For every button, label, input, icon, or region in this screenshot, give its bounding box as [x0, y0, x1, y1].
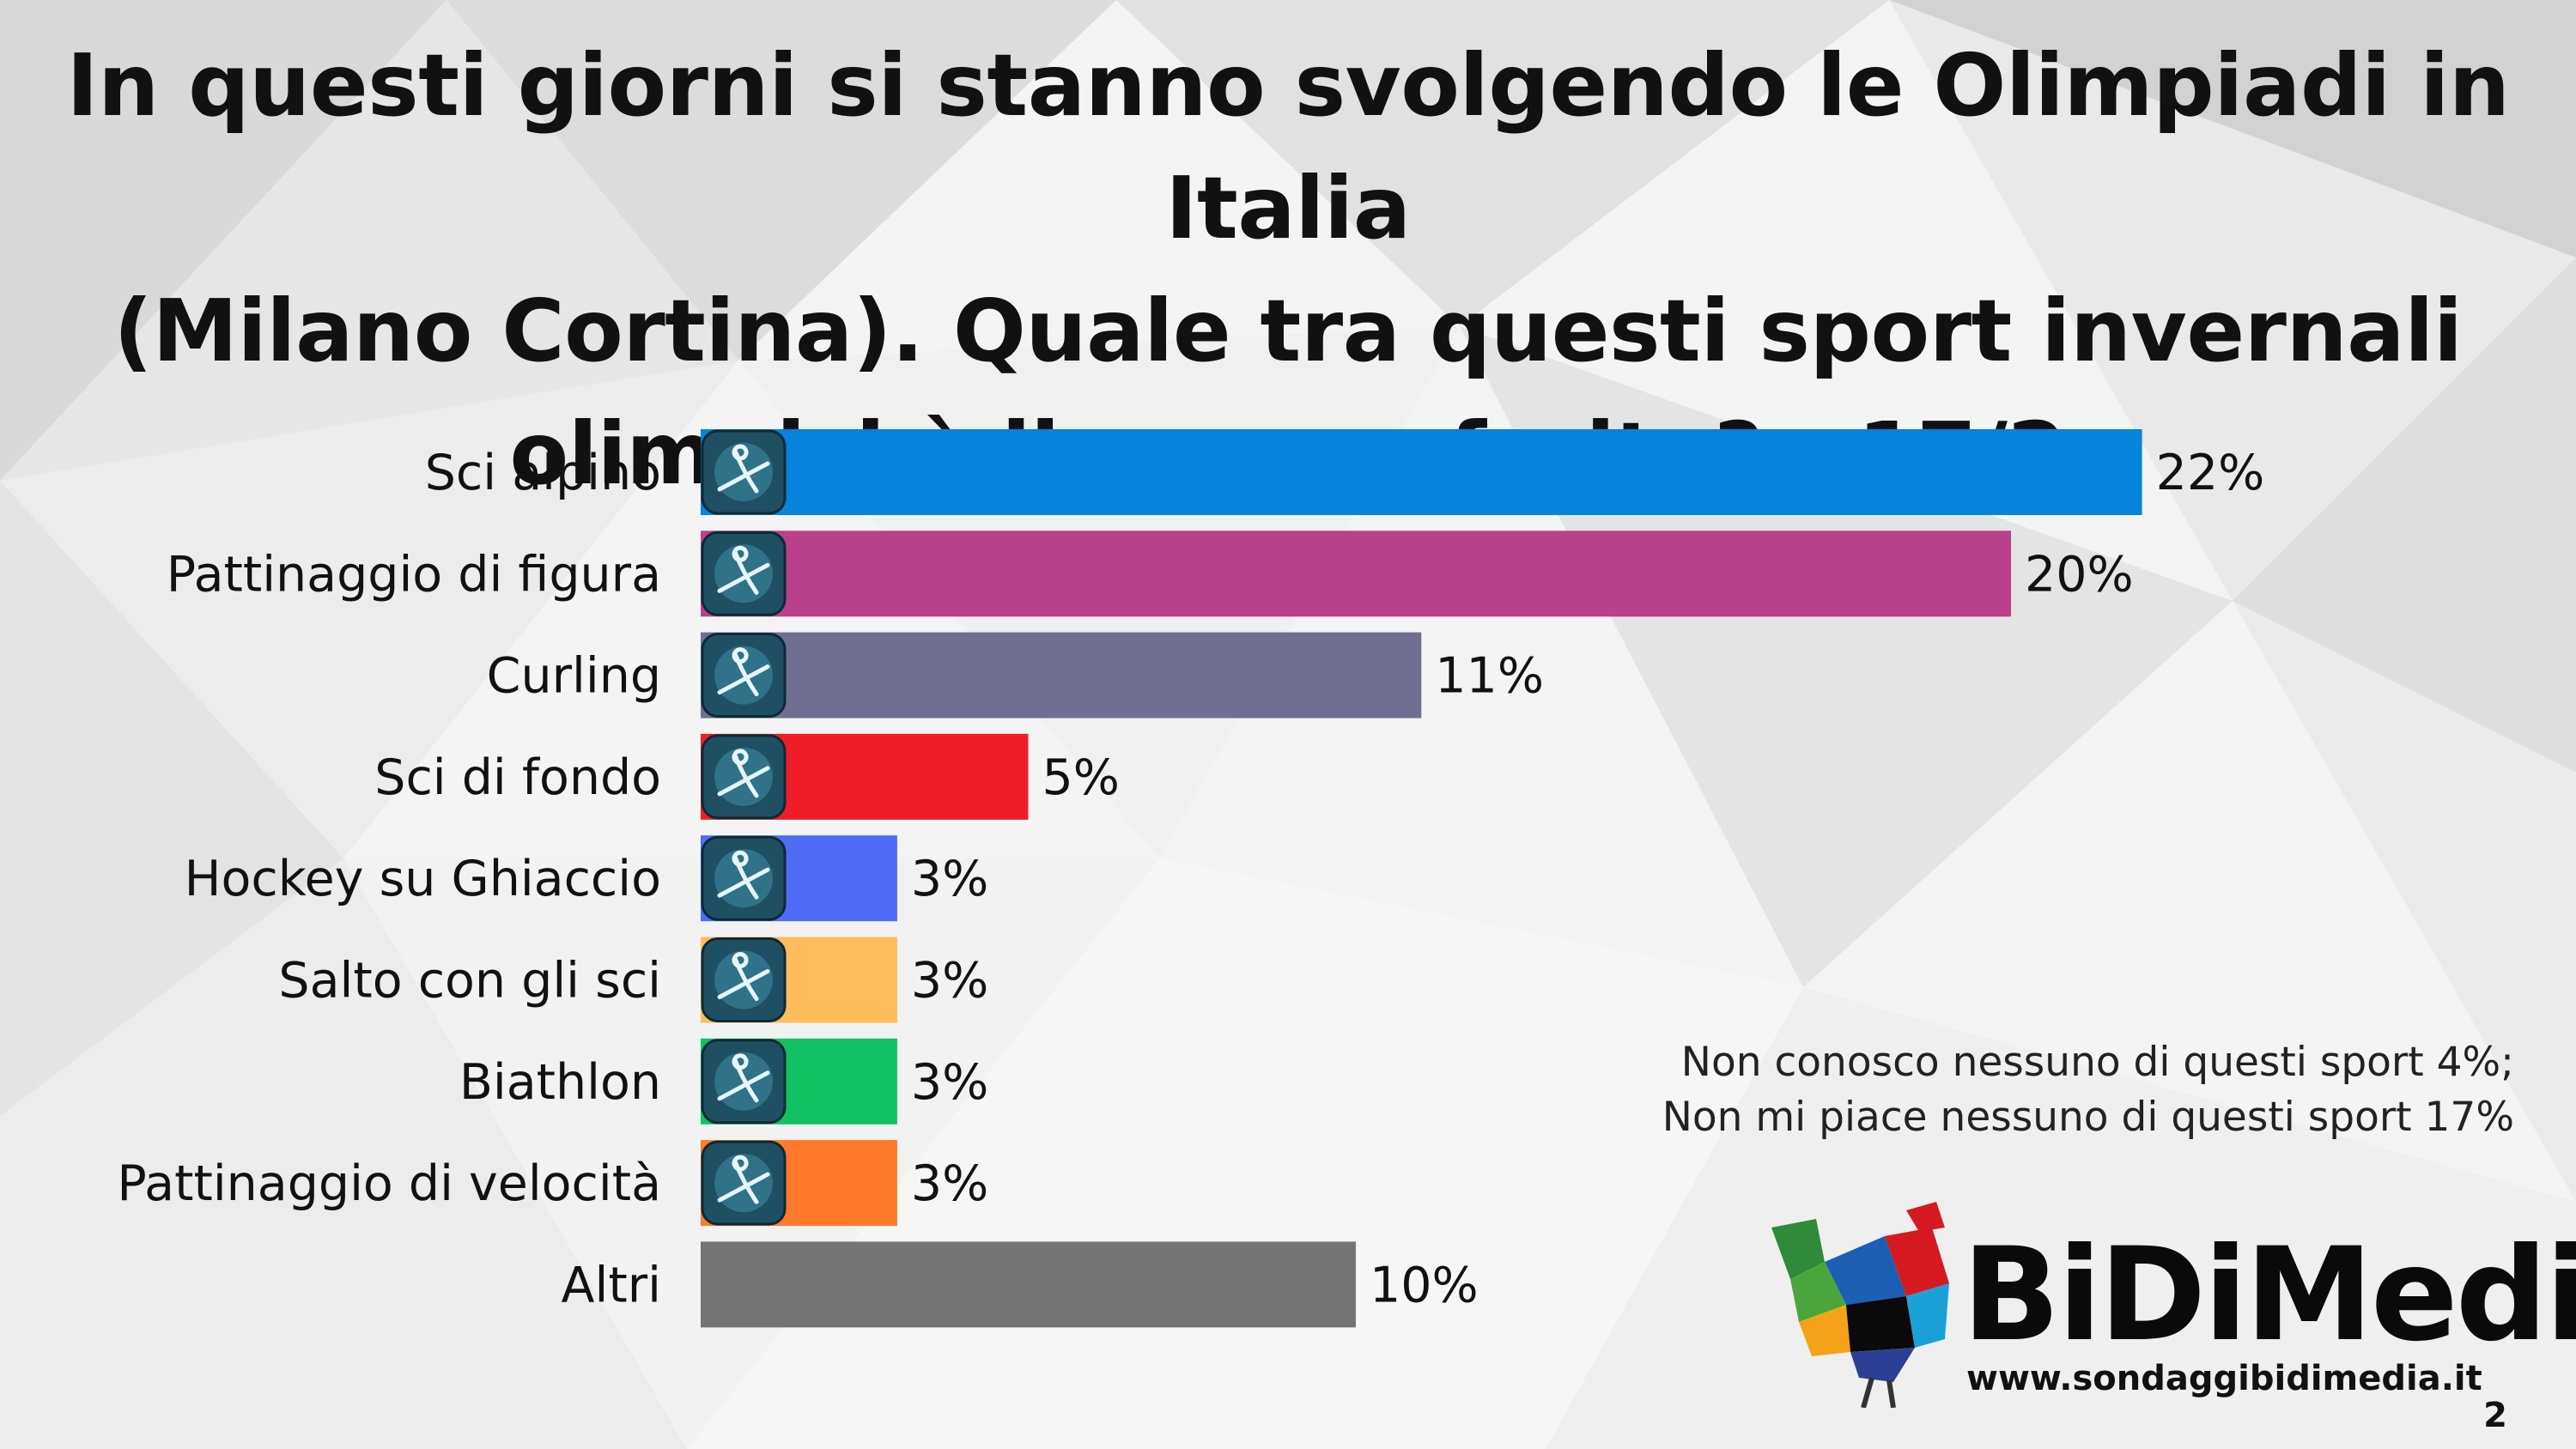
bar — [701, 429, 2142, 515]
value-label: 3% — [911, 953, 988, 1009]
category-label: Pattinaggio di velocità — [117, 1155, 661, 1212]
biathlon-icon — [701, 1039, 787, 1125]
value-label: 10% — [1370, 1257, 1479, 1313]
bar — [701, 530, 2011, 617]
footnote-line: Non mi piace nessuno di questi sport 17% — [1662, 1094, 2514, 1141]
category-label: Hockey su Ghiaccio — [185, 851, 661, 907]
rooster-logo-icon — [1771, 1202, 1949, 1408]
value-label: 22% — [2156, 445, 2265, 501]
value-label: 3% — [911, 851, 988, 907]
footnote: Non conosco nessuno di questi sport 4%; … — [1662, 1035, 2514, 1145]
value-label: 3% — [911, 1155, 988, 1212]
category-label: Curling — [487, 648, 661, 705]
brand-url[interactable]: www.sondaggibidimedia.it — [1966, 1359, 2482, 1398]
bar — [701, 632, 1422, 718]
value-label: 3% — [911, 1054, 988, 1111]
alpine-skiing-icon — [701, 429, 787, 515]
figure-skating-icon — [701, 530, 787, 616]
category-label: Biathlon — [459, 1054, 661, 1111]
value-label: 5% — [1042, 749, 1120, 806]
category-label: Sci alpino — [425, 445, 661, 501]
page-number: 2 — [2483, 1396, 2507, 1435]
category-label: Sci di fondo — [374, 749, 661, 806]
ski-jumping-icon — [701, 937, 787, 1022]
footnote-line: Non conosco nessuno di questi sport 4%; — [1680, 1039, 2514, 1086]
category-label: Altri — [562, 1257, 661, 1313]
category-label: Salto con gli sci — [278, 953, 661, 1009]
value-label: 11% — [1435, 648, 1544, 705]
speed-skating-icon — [701, 1140, 787, 1226]
curling-icon — [701, 633, 787, 718]
value-label: 20% — [2025, 546, 2134, 603]
ice-hockey-icon — [701, 835, 787, 921]
chart-title-line: (Milano Cortina). Quale tra questi sport… — [113, 281, 2463, 381]
brand-name: BiDiMedia — [1962, 1221, 2576, 1370]
chart-title-line: In questi giorni si stanno svolgendo le … — [66, 35, 2510, 258]
bar — [701, 1241, 1356, 1328]
category-label: Pattinaggio di figura — [167, 546, 661, 603]
cross-country-skiing-icon — [701, 734, 787, 820]
